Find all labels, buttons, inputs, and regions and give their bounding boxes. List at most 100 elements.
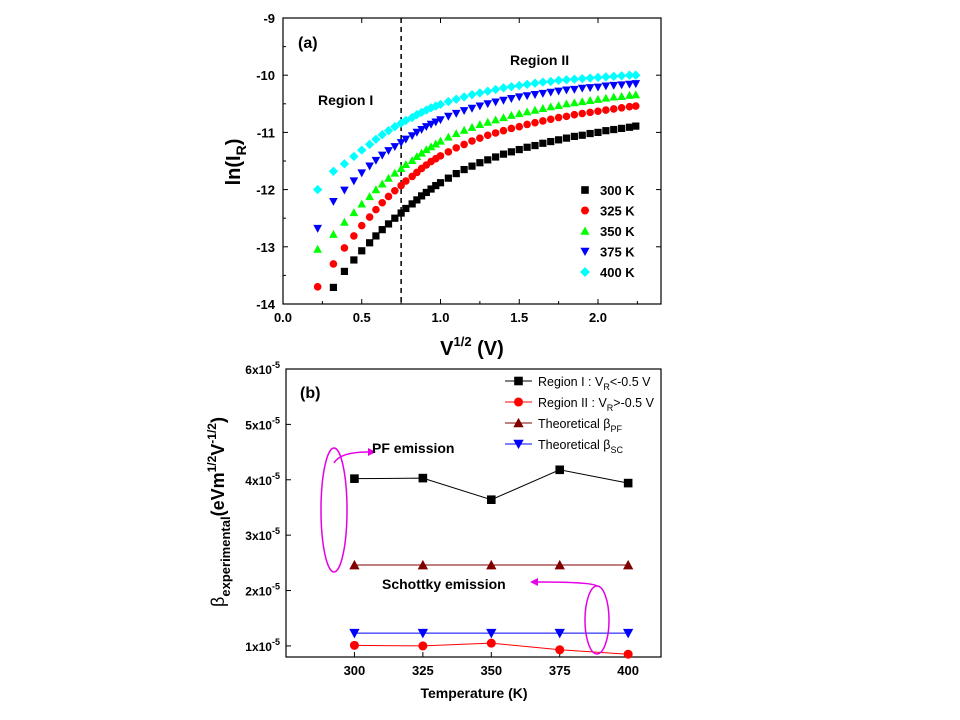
data-point (427, 185, 435, 193)
data-point (561, 75, 572, 85)
series-350k (313, 90, 641, 253)
data-point (577, 73, 587, 84)
data-point (349, 559, 360, 570)
data-point (339, 159, 350, 169)
y-tick-label: 4x10-5 (245, 471, 280, 488)
y-tick-exponent: -5 (272, 415, 280, 425)
data-point (417, 628, 429, 639)
pf-emission-label: PF emission (372, 440, 454, 456)
data-point (451, 129, 461, 138)
data-point (340, 267, 349, 275)
data-point (554, 628, 565, 639)
data-point (530, 105, 540, 114)
y-tick-exponent: -5 (272, 471, 280, 481)
data-point (498, 83, 509, 93)
pf-emission-ellipse (320, 447, 348, 573)
data-point (340, 217, 349, 226)
data-point (531, 141, 539, 150)
data-point (418, 473, 428, 483)
panel-a-x-axis-title-unit: (V) (472, 338, 504, 360)
data-point (468, 137, 476, 145)
data-point (499, 126, 508, 135)
panel-b-y-axis-title-end: ) (208, 417, 228, 423)
data-point (435, 99, 446, 110)
data-point (539, 117, 547, 125)
y-tick-label: 6x10-5 (245, 360, 280, 377)
data-point (577, 84, 587, 93)
y-tick-exponent: -5 (272, 360, 280, 370)
data-point (372, 232, 380, 240)
y-tick-mantissa: 1x10 (245, 640, 272, 654)
data-point (562, 134, 571, 142)
legend-label-sub: R (603, 382, 610, 392)
data-point (328, 166, 339, 176)
data-point (486, 638, 496, 648)
data-point (522, 107, 532, 116)
data-point (443, 96, 454, 107)
legend-marker (581, 206, 589, 215)
data-point (397, 209, 405, 217)
legend-label-main: Region I : V (538, 375, 604, 389)
data-point (625, 80, 634, 89)
data-point (460, 165, 468, 174)
legend-label: 325 K (600, 204, 635, 219)
data-point (431, 139, 441, 148)
data-point (402, 177, 410, 185)
panel-b-axis-ticks (286, 368, 629, 657)
data-point (329, 260, 338, 268)
legend-marker (513, 417, 524, 428)
data-point (349, 628, 360, 639)
data-point (350, 232, 358, 240)
data-point (390, 168, 400, 177)
data-point (546, 88, 556, 97)
data-point (357, 221, 366, 230)
panel-b-y-axis-title-unit: (eVm (208, 472, 228, 516)
data-point (384, 173, 393, 182)
series-300k (329, 122, 640, 292)
panel-a-y-axis-title-end: ) (223, 139, 245, 146)
y-tick-label: 3x10-5 (245, 526, 280, 543)
data-point (514, 109, 524, 118)
data-point (357, 199, 367, 208)
data-point (371, 134, 381, 144)
data-point (390, 122, 400, 132)
panel-a-y-axis-title: ln(IR) (223, 139, 249, 186)
legend-marker (514, 376, 523, 386)
panel-b-y-axis-title-v: V (208, 444, 228, 456)
data-point (499, 113, 508, 122)
data-point (358, 247, 366, 255)
data-point (522, 79, 532, 90)
data-point (329, 229, 338, 238)
data-point (391, 186, 399, 195)
x-tick-label: 300 (344, 663, 366, 678)
data-point (417, 148, 426, 157)
data-point (436, 136, 445, 145)
data-point (390, 143, 400, 152)
data-point (402, 204, 410, 213)
data-point (475, 88, 485, 98)
data-point (602, 106, 610, 114)
legend-label: 375 K (600, 245, 635, 260)
data-point (486, 628, 497, 639)
data-point (602, 127, 610, 135)
data-point (384, 147, 393, 156)
schottky-emission-ellipse (584, 585, 610, 655)
schottky-emission-label: Schottky emission (382, 576, 506, 592)
data-point (570, 98, 579, 107)
data-point (476, 159, 484, 167)
data-point (617, 104, 626, 112)
panel-b-plot-frame (285, 368, 662, 658)
y-tick-label: -11 (257, 125, 275, 140)
y-tick-mantissa: 4x10 (245, 474, 272, 488)
pf-emission-arrow (333, 451, 369, 464)
data-point (554, 113, 563, 122)
data-point (377, 151, 387, 160)
data-point (444, 174, 452, 182)
data-point (538, 104, 548, 112)
data-point (609, 81, 619, 90)
data-point (555, 136, 563, 144)
data-point (631, 90, 641, 99)
data-point (426, 120, 436, 129)
data-point (553, 75, 564, 86)
